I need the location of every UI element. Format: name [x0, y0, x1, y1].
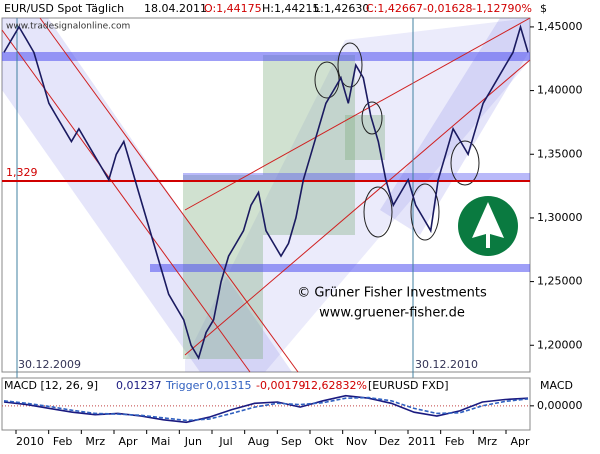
x-tick-label: Okt: [314, 435, 334, 448]
y-tick-label: 1,30000: [537, 211, 583, 224]
low: L:1,42630: [314, 2, 369, 15]
source: www.tradesignalonline.com: [6, 22, 130, 32]
date-label: 30.12.2010: [415, 358, 478, 371]
date-label: 30.12.2009: [18, 358, 81, 371]
x-tick-label: 2010: [16, 435, 44, 448]
x-tick-label: 2011: [408, 435, 436, 448]
x-tick-label: Aug: [248, 435, 269, 448]
band: [150, 264, 530, 272]
instrument: EUR/USD Spot Täglich: [4, 2, 124, 15]
x-tick-label: Dez: [379, 435, 400, 448]
currency: $: [540, 2, 547, 15]
macd-value: 0,01237: [116, 379, 162, 392]
y-tick-label: 1,35000: [537, 147, 583, 160]
x-tick-label: Apr: [510, 435, 530, 448]
band: [2, 52, 530, 61]
x-tick-label: Jun: [184, 435, 202, 448]
down-channel: [2, 18, 292, 372]
x-tick-label: Sep: [281, 435, 302, 448]
change: -0,01628: [423, 2, 472, 15]
x-tick-label: Feb: [445, 435, 464, 448]
box: [263, 55, 355, 235]
diff-pct: -12,62832%: [300, 379, 367, 392]
price-line: [3, 24, 529, 360]
y-tick-label: 1,20000: [537, 338, 583, 351]
trend-line: [184, 59, 531, 356]
macd-area: [1, 377, 531, 431]
symbol: [EURUSD FXD]: [368, 379, 449, 392]
plot-area: [1, 17, 531, 373]
y-tick-label: 1,45000: [537, 20, 583, 33]
x-tick-label: Mrz: [477, 435, 497, 448]
change-pct: -1,12790%: [472, 2, 532, 15]
close: C:1,42667: [366, 2, 423, 15]
y-tick-label: 1,25000: [537, 275, 583, 288]
trend-line: [184, 17, 531, 211]
trigger-label: Trigger: [165, 379, 204, 392]
macd-axis-label: MACD: [540, 379, 573, 392]
high: H:1,44215: [262, 2, 319, 15]
up-channel: [185, 18, 530, 372]
macd-title: MACD [12, 26, 9]: [4, 379, 98, 392]
box: [345, 115, 385, 160]
logo-tree: [472, 202, 504, 248]
series-line: [3, 394, 529, 424]
band: [183, 173, 530, 182]
x-tick-label: Mrz: [85, 435, 105, 448]
x-tick-label: Nov: [346, 435, 368, 448]
trend-line: [39, 17, 299, 373]
date: 18.04.2011: [144, 2, 207, 15]
series-line: [3, 396, 529, 422]
copyright: © Grüner Fisher Investments: [297, 286, 487, 301]
x-tick-label: Apr: [118, 435, 138, 448]
website: www.gruener-fisher.de: [319, 306, 465, 321]
level-label: 1,329: [6, 166, 38, 179]
open: O:1,44175: [204, 2, 262, 15]
x-tick-label: Feb: [53, 435, 72, 448]
y-tick-label: 0,00000: [537, 399, 583, 412]
x-tick-label: Mai: [151, 435, 170, 448]
diff: -0,00179: [256, 379, 305, 392]
trigger-value: 0,01315: [206, 379, 252, 392]
y-tick-label: 1,40000: [537, 84, 583, 97]
x-tick-label: Jul: [218, 435, 232, 448]
